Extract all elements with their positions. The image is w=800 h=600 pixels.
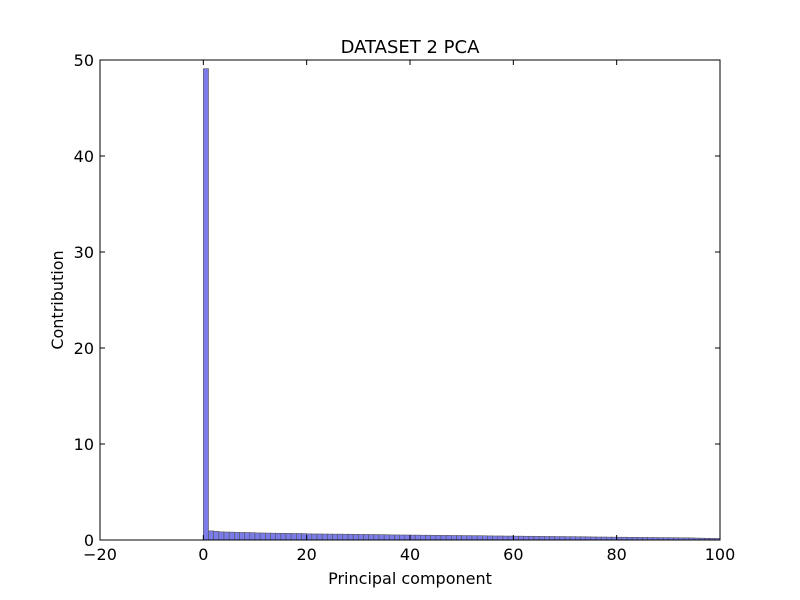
bar-pc-49: [456, 535, 462, 541]
bar-pc-28: [347, 533, 354, 541]
bar-pc-15: [280, 532, 287, 541]
bar-pc-45: [435, 534, 442, 541]
bar-pc-66: [544, 536, 550, 541]
bar-pc-35: [383, 534, 390, 541]
bar-pc-10: [254, 532, 261, 541]
x-tick-label: 0: [198, 545, 208, 564]
y-tick-label: 10: [74, 435, 94, 454]
bar-pc-64: [533, 536, 540, 541]
bar-pc-16: [285, 533, 292, 541]
x-tick-label: 60: [503, 545, 523, 564]
bar-pc-19: [301, 533, 307, 541]
bar-pc-42: [420, 534, 426, 541]
bar-pc-1: [208, 530, 214, 541]
bar-pc-12: [265, 532, 271, 541]
x-tick-label: −20: [83, 545, 117, 564]
plot-frame: [99, 59, 721, 541]
chart-title: DATASET 2 PCA: [341, 37, 480, 58]
bar-pc-70: [564, 536, 571, 541]
y-axis-label: Contribution: [48, 250, 67, 349]
y-tick-label: 0: [84, 531, 94, 550]
bar-pc-0: [203, 68, 209, 541]
bar-pc-5: [228, 531, 235, 541]
bar-pc-3: [218, 531, 225, 541]
bar-pc-29: [352, 534, 359, 541]
bar-pc-43: [425, 534, 431, 541]
bar-pc-30: [358, 534, 364, 541]
bar-pc-13: [270, 532, 276, 541]
bar-pc-54: [482, 535, 488, 541]
bar-pc-60: [513, 535, 519, 541]
bar-pc-6: [234, 532, 240, 541]
bar-pc-63: [528, 535, 535, 541]
bar-pc-37: [394, 534, 400, 541]
bar-pc-39: [404, 534, 411, 541]
bar-pc-36: [389, 534, 395, 541]
bar-pc-23: [321, 533, 328, 541]
bar-pc-32: [368, 534, 375, 541]
bar-pc-58: [502, 535, 509, 541]
bar-pc-51: [466, 535, 473, 541]
bar-pc-50: [461, 535, 468, 541]
y-tick-label: 30: [74, 243, 94, 262]
bar-pc-44: [430, 534, 437, 541]
bar-pc-67: [549, 536, 555, 541]
y-tick-label: 20: [74, 339, 94, 358]
x-tick-label: 40: [400, 545, 420, 564]
bar-pc-55: [487, 535, 493, 541]
bars-group: [203, 68, 721, 541]
bar-pc-33: [373, 534, 380, 541]
bar-pc-8: [244, 532, 251, 541]
bar-pc-61: [518, 535, 524, 541]
x-axis-label: Principal component: [328, 569, 492, 588]
bar-pc-17: [290, 533, 297, 541]
bar-pc-56: [492, 535, 499, 541]
bar-pc-25: [332, 533, 338, 541]
bar-pc-27: [342, 533, 349, 541]
bar-pc-68: [554, 536, 561, 541]
bar-pc-40: [409, 534, 416, 541]
bar-pc-48: [451, 535, 457, 541]
bar-pc-65: [538, 536, 545, 541]
bar-pc-53: [476, 535, 483, 541]
bar-pc-20: [306, 533, 313, 541]
bar-pc-26: [337, 533, 344, 541]
bar-pc-69: [559, 536, 566, 541]
bar-pc-2: [213, 531, 220, 541]
bar-pc-31: [363, 534, 369, 541]
bar-pc-57: [497, 535, 504, 541]
bar-pc-62: [523, 535, 530, 541]
bar-pc-34: [378, 534, 385, 541]
bar-pc-7: [239, 532, 245, 541]
bar-pc-41: [414, 534, 421, 541]
bar-pc-22: [316, 533, 323, 541]
bar-pc-21: [311, 533, 318, 541]
bar-pc-11: [259, 532, 266, 541]
bar-pc-4: [223, 531, 230, 541]
bar-pc-71: [569, 536, 576, 541]
x-tick-label: 100: [705, 545, 736, 564]
x-tick-label: 20: [296, 545, 316, 564]
y-tick-label: 50: [74, 51, 94, 70]
bar-pc-59: [507, 535, 514, 541]
bar-pc-24: [327, 533, 333, 541]
bar-pc-46: [440, 535, 447, 541]
bar-pc-38: [399, 534, 406, 541]
x-tick-label: 80: [606, 545, 626, 564]
bar-pc-52: [471, 535, 478, 541]
bar-pc-9: [249, 532, 256, 541]
bar-pc-47: [445, 535, 452, 541]
y-tick-label: 40: [74, 147, 94, 166]
bar-pc-18: [296, 533, 302, 541]
bar-pc-14: [275, 532, 282, 541]
